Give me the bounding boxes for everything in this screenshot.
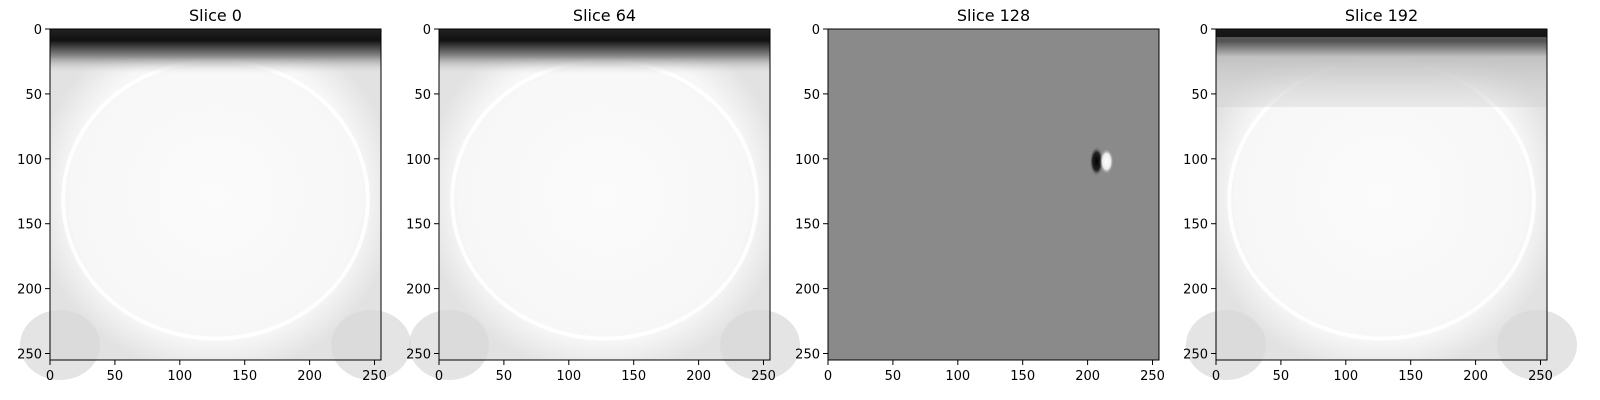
x-tick-label: 100 xyxy=(556,369,581,384)
corner-shade xyxy=(720,310,800,380)
panel-title: Slice 64 xyxy=(573,6,636,25)
panel-3: Slice 192 0 50 100 150 200 250 0 50 100 150 200 250 xyxy=(1183,6,1577,384)
y-tick-label: 250 xyxy=(795,348,820,363)
x-tick-label: 0 xyxy=(824,369,832,384)
image-background xyxy=(50,29,381,360)
panel-title: Slice 128 xyxy=(957,6,1030,25)
y-tick-label: 0 xyxy=(1200,23,1208,38)
y-tick-label: 200 xyxy=(1183,283,1208,298)
x-tick-label: 150 xyxy=(1010,369,1035,384)
x-tick-label: 50 xyxy=(496,369,513,384)
image-background xyxy=(828,29,1159,360)
image-background xyxy=(439,29,770,360)
corner-shade xyxy=(20,310,100,380)
y-tick-label: 150 xyxy=(795,218,820,233)
y-tick-label: 100 xyxy=(1183,153,1208,168)
x-tick-label: 200 xyxy=(1463,369,1488,384)
x-tick-label: 150 xyxy=(621,369,646,384)
y-tick-label: 0 xyxy=(423,23,431,38)
y-tick-label: 100 xyxy=(795,153,820,168)
panel-0: Slice 0 0 50 100 150 200 250 0 50 100 150 200 250 xyxy=(17,6,411,384)
y-tick-label: 250 xyxy=(406,348,431,363)
x-tick-label: 50 xyxy=(885,369,902,384)
corner-shade xyxy=(331,310,411,380)
axes-frame xyxy=(827,28,1160,361)
y-tick-label: 50 xyxy=(1191,88,1208,103)
x-tick-label: 100 xyxy=(945,369,970,384)
panel-2: Slice 128 0 50 100 150 200 250 0 50 100 150 200 250 xyxy=(795,6,1165,384)
axes-frame xyxy=(49,28,382,361)
corner-shade xyxy=(409,310,489,380)
panel-1: Slice 64 0 50 100 150 200 250 0 50 100 150 200 250 xyxy=(406,6,800,384)
y-tick-label: 200 xyxy=(17,283,42,298)
x-tick-label: 0 xyxy=(1212,369,1220,384)
x-tick-label: 50 xyxy=(107,369,124,384)
panel-title: Slice 0 xyxy=(189,6,242,25)
top-band xyxy=(439,29,770,74)
y-tick-label: 50 xyxy=(25,88,42,103)
y-tick-label: 200 xyxy=(795,283,820,298)
x-tick-label: 250 xyxy=(1528,369,1553,384)
x-tick-label: 250 xyxy=(751,369,776,384)
y-tick-label: 150 xyxy=(17,218,42,233)
x-tick-label: 200 xyxy=(297,369,322,384)
y-tick-label: 50 xyxy=(803,88,820,103)
corner-shade xyxy=(1497,310,1577,380)
y-tick-label: 0 xyxy=(34,23,42,38)
axes-frame xyxy=(438,28,771,361)
y-tick-label: 250 xyxy=(17,348,42,363)
y-tick-label: 200 xyxy=(406,283,431,298)
x-tick-label: 0 xyxy=(435,369,443,384)
y-tick-label: 150 xyxy=(406,218,431,233)
top-band xyxy=(50,29,381,74)
x-tick-label: 150 xyxy=(232,369,257,384)
x-tick-label: 100 xyxy=(1333,369,1358,384)
y-tick-label: 250 xyxy=(1183,348,1208,363)
axes-frame xyxy=(1215,28,1548,361)
spot-dark xyxy=(1089,146,1104,177)
heatmap-image xyxy=(828,29,1159,360)
y-tick-label: 100 xyxy=(406,153,431,168)
spot-light xyxy=(1099,148,1114,175)
x-tick-label: 200 xyxy=(1075,369,1100,384)
x-tick-label: 200 xyxy=(686,369,711,384)
x-tick-label: 50 xyxy=(1273,369,1290,384)
x-tick-label: 150 xyxy=(1398,369,1423,384)
x-tick-label: 250 xyxy=(1140,369,1165,384)
y-tick-label: 0 xyxy=(812,23,820,38)
corner-shade xyxy=(1186,310,1266,380)
heatmap-image xyxy=(409,29,800,380)
heatmap-image xyxy=(20,29,411,380)
x-tick-label: 250 xyxy=(362,369,387,384)
x-tick-label: 0 xyxy=(46,369,54,384)
heatmap-image xyxy=(1186,29,1577,380)
y-tick-label: 50 xyxy=(414,88,431,103)
x-tick-label: 100 xyxy=(167,369,192,384)
y-tick-label: 100 xyxy=(17,153,42,168)
y-tick-label: 150 xyxy=(1183,218,1208,233)
panel-title: Slice 192 xyxy=(1345,6,1418,25)
top-band xyxy=(1216,29,1547,109)
top-haze xyxy=(1216,37,1547,107)
